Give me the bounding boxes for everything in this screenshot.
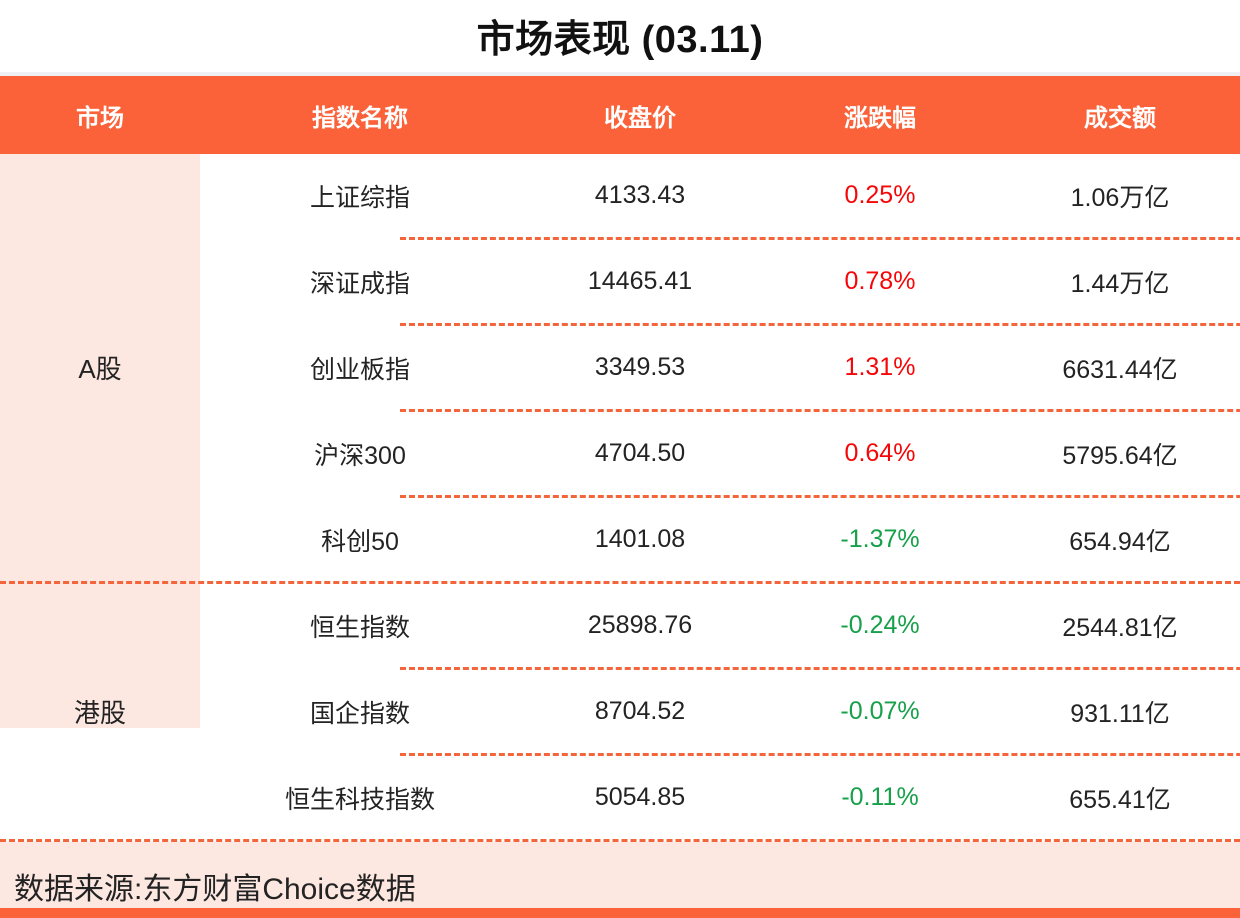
cell-close-price: 4133.43 (594, 181, 686, 210)
footer: 数据来源:东方财富Choice数据 (0, 842, 1240, 909)
data-source-label: 数据来源:东方财富Choice数据 (14, 873, 416, 907)
cell-close-price: 25898.76 (587, 611, 693, 640)
cell-change-pct: -0.24% (840, 611, 920, 640)
cell-turnover: 5795.64亿 (1062, 441, 1178, 470)
column-header-index-name: 指数名称 (312, 104, 408, 132)
cell-close-price: 3349.53 (594, 353, 686, 382)
market-table: 市场 指数名称 收盘价 涨跌幅 成交额 A股 上证综指 4133.43 0.25… (0, 76, 1240, 843)
table-row[interactable]: 国企指数 8704.52 -0.07% 931.11亿 (200, 670, 1240, 753)
row-divider (400, 237, 1240, 241)
cell-index-name: 恒生指数 (309, 613, 410, 642)
row-divider (400, 495, 1240, 499)
cell-index-name: 恒生科技指数 (284, 785, 435, 814)
cell-change-pct: -0.11% (841, 783, 919, 812)
cell-index-name: 科创50 (321, 527, 399, 556)
table-row[interactable]: 深证成指 14465.41 0.78% 1.44万亿 (200, 240, 1240, 323)
cell-close-price: 8704.52 (594, 697, 686, 726)
cell-change-pct: 0.64% (844, 439, 916, 468)
row-divider (400, 667, 1240, 671)
column-header-market: 市场 (76, 104, 124, 132)
column-header-close-price: 收盘价 (604, 104, 676, 132)
cell-turnover: 654.94亿 (1069, 527, 1171, 556)
market-group-rows-a-shares: 上证综指 4133.43 0.25% 1.06万亿 深证成指 14465.41 … (200, 154, 1240, 581)
market-group-hk-shares: 港股 恒生指数 25898.76 -0.24% 2544.81亿 国企指数 87… (0, 584, 1240, 839)
cell-turnover: 931.11亿 (1070, 699, 1170, 728)
cell-close-price: 4704.50 (594, 439, 686, 468)
row-divider (400, 753, 1240, 757)
market-group-a-shares: A股 上证综指 4133.43 0.25% 1.06万亿 深证成指 14465.… (0, 154, 1240, 581)
cell-index-name: 沪深300 (314, 441, 406, 470)
cell-close-price: 14465.41 (587, 267, 693, 296)
cell-close-price: 1401.08 (594, 525, 686, 554)
cell-change-pct: -1.37% (840, 525, 920, 554)
cell-change-pct: 1.31% (844, 353, 916, 382)
cell-index-name: 创业板指 (309, 355, 410, 384)
column-header-change-pct: 涨跌幅 (844, 104, 916, 132)
cell-turnover: 1.06万亿 (1070, 183, 1170, 212)
bottom-accent-bar (0, 908, 1240, 918)
cell-close-price: 5054.85 (594, 783, 686, 812)
table-row[interactable]: 上证综指 4133.43 0.25% 1.06万亿 (200, 154, 1240, 237)
cell-turnover: 6631.44亿 (1062, 355, 1178, 384)
market-column-background (0, 76, 200, 729)
market-group-label-hk-shares: 港股 (73, 698, 126, 729)
table-row[interactable]: 恒生科技指数 5054.85 -0.11% 655.41亿 (200, 756, 1240, 839)
cell-index-name: 国企指数 (309, 699, 410, 728)
cell-index-name: 深证成指 (309, 269, 410, 298)
market-group-label-a-shares: A股 (78, 354, 122, 385)
top-divider (0, 71, 1240, 77)
column-header-turnover: 成交额 (1084, 104, 1156, 132)
table-row[interactable]: 恒生指数 25898.76 -0.24% 2544.81亿 (200, 584, 1240, 667)
table-bottom-divider (0, 839, 1240, 843)
group-divider (0, 581, 1240, 585)
table-header-row: 市场 指数名称 收盘价 涨跌幅 成交额 (0, 76, 1240, 155)
cell-turnover: 2544.81亿 (1062, 613, 1178, 642)
market-group-rows-hk-shares: 恒生指数 25898.76 -0.24% 2544.81亿 国企指数 8704.… (200, 584, 1240, 839)
cell-turnover: 1.44万亿 (1070, 269, 1170, 298)
title-bar: 市场表现 (03.11) (0, 0, 1240, 72)
table-row[interactable]: 沪深300 4704.50 0.64% 5795.64亿 (200, 412, 1240, 495)
cell-change-pct: 0.78% (844, 267, 916, 296)
cell-change-pct: 0.25% (844, 181, 916, 210)
cell-index-name: 上证综指 (309, 183, 410, 212)
cell-turnover: 655.41亿 (1069, 785, 1171, 814)
table-row[interactable]: 科创50 1401.08 -1.37% 654.94亿 (200, 498, 1240, 581)
row-divider (400, 409, 1240, 413)
table-row[interactable]: 创业板指 3349.53 1.31% 6631.44亿 (200, 326, 1240, 409)
cell-change-pct: -0.07% (840, 697, 920, 726)
row-divider (400, 323, 1240, 327)
page-title: 市场表现 (03.11) (476, 19, 764, 62)
